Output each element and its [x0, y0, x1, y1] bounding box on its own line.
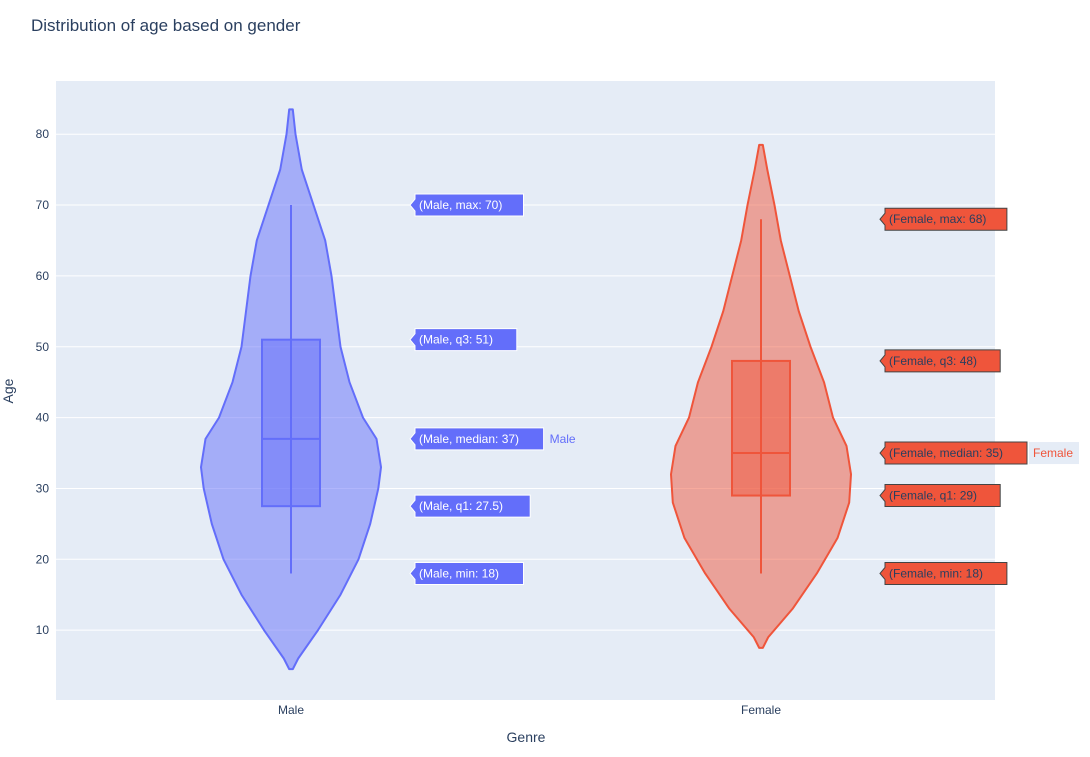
y-tick-label: 70 [36, 198, 50, 212]
trace-name-box [545, 427, 582, 450]
trace-name: Female [1033, 446, 1073, 460]
hover-label: (Male, q1: 27.5) [409, 494, 531, 518]
violins [200, 108, 852, 671]
hover-box [409, 193, 524, 217]
y-tick-label: 80 [36, 127, 50, 141]
hover-text: (Female, q1: 29) [889, 489, 977, 503]
hover-box [879, 207, 1008, 231]
hover-text: (Male, max: 70) [419, 198, 502, 212]
hover-box [409, 328, 518, 352]
trace-name: Male [550, 432, 576, 446]
x-tick-label: Male [278, 703, 304, 717]
hover-text: (Female, min: 18) [889, 566, 983, 580]
y-tick-label: 30 [36, 481, 50, 495]
hover-box [879, 561, 1008, 585]
plot-background [56, 81, 995, 700]
y-axis-ticks: 10 20 30 40 50 60 70 80 [36, 127, 50, 637]
y-axis-title: Age [0, 378, 16, 403]
hover-box [879, 484, 1001, 508]
hover-label: (Female, min: 18) [879, 561, 1008, 585]
hover-label: (Female, max: 68) [879, 207, 1008, 231]
y-tick-label: 60 [36, 269, 50, 283]
hover-text: (Female, median: 35) [889, 446, 1003, 460]
hover-label: (Male, q3: 51) [409, 328, 518, 352]
hover-label: (Male, min: 18) [409, 561, 524, 585]
hover-box [879, 349, 1001, 373]
hover-text: (Male, min: 18) [419, 566, 499, 580]
y-tick-label: 10 [36, 623, 50, 637]
y-tick-label: 40 [36, 411, 50, 425]
hover-label: (Male, max: 70) [409, 193, 524, 217]
chart-title: Distribution of age based on gender [31, 16, 301, 35]
hover-label: (Female, median: 35) Female [879, 441, 1079, 465]
hover-labels: (Male, max: 70) (Male, q3: 51) (Male, medi… [409, 193, 1079, 585]
hover-box [409, 561, 524, 585]
y-tick-label: 20 [36, 552, 50, 566]
hover-box [409, 427, 545, 451]
hover-label: (Female, q1: 29) [879, 484, 1001, 508]
hover-text: (Male, q1: 27.5) [419, 499, 503, 513]
box [731, 359, 791, 497]
x-axis-title: Genre [507, 729, 546, 745]
hover-label: (Male, median: 37) Male [409, 427, 582, 451]
hover-text: (Male, median: 37) [419, 432, 519, 446]
x-axis-ticks: Male Female [278, 703, 781, 717]
x-tick-label: Female [741, 703, 781, 717]
box [261, 338, 321, 508]
hover-box [409, 494, 531, 518]
y-tick-label: 50 [36, 340, 50, 354]
hover-box [879, 441, 1028, 465]
hover-text: (Male, q3: 51) [419, 333, 493, 347]
hover-text: (Female, q3: 48) [889, 354, 977, 368]
trace-name-box [1029, 442, 1079, 465]
hover-text: (Female, max: 68) [889, 212, 986, 226]
hover-label: (Female, q3: 48) [879, 349, 1001, 373]
